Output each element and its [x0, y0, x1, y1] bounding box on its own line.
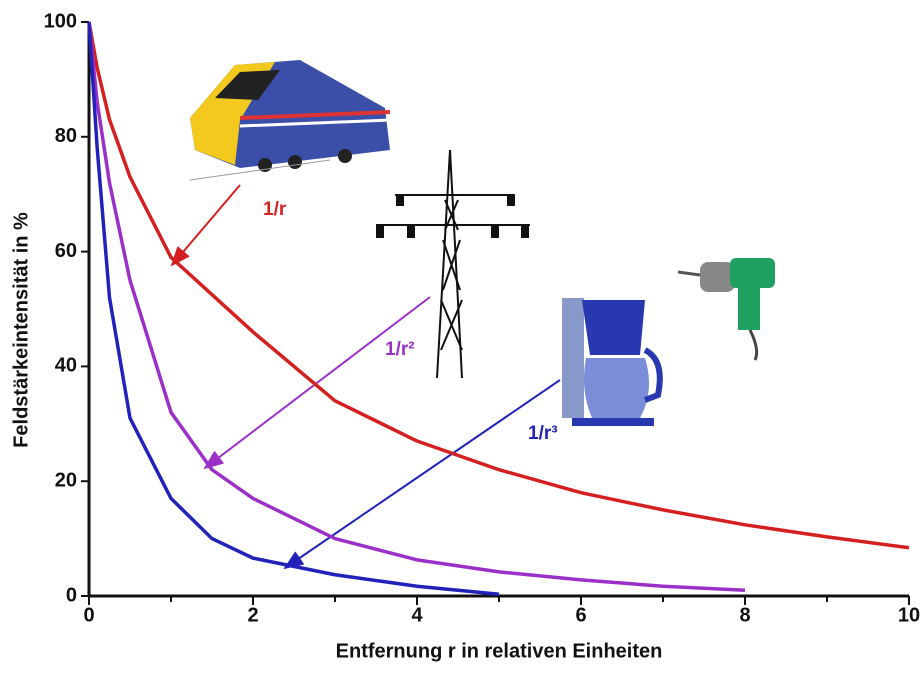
- train-illustration: [189, 60, 391, 181]
- series-label: 1/r²: [385, 339, 415, 360]
- x-tick-label: 6: [575, 604, 586, 626]
- series-label: 1/r: [263, 199, 287, 220]
- x-tick-label: 4: [411, 604, 423, 626]
- x-tick-label: 8: [739, 604, 750, 626]
- series-label: 1/r³: [528, 423, 558, 444]
- y-tick-label: 100: [44, 10, 77, 32]
- y-tick-label: 60: [55, 240, 77, 262]
- annotation-arrow: [203, 296, 431, 470]
- y-tick-label: 40: [55, 355, 77, 377]
- x-tick-label: 0: [83, 604, 94, 626]
- series-line: [87, 21, 746, 593]
- x-tick-label: 2: [247, 604, 258, 626]
- y-tick-label: 80: [55, 125, 77, 147]
- y-tick-label: 20: [55, 469, 77, 491]
- annotation-arrow: [170, 184, 241, 267]
- coffee-maker-illustration: [562, 298, 663, 426]
- series-line: [87, 21, 910, 550]
- x-axis-title: Entfernung r in relativen Einheiten: [336, 640, 663, 662]
- pylon-illustration: [376, 149, 530, 379]
- drill-illustration: [677, 258, 775, 361]
- series-line: [87, 21, 500, 597]
- y-tick-label: 0: [66, 584, 77, 606]
- y-axis-title: Feldstärkeintensität in %: [10, 212, 32, 448]
- x-tick-label: 10: [898, 604, 920, 626]
